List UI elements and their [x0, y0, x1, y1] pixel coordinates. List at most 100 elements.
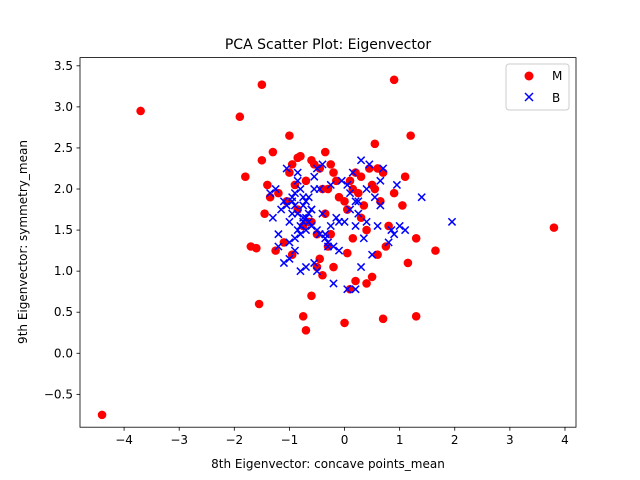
point-m-72	[287, 250, 297, 260]
point-m-84	[378, 168, 388, 177]
point-b-10	[356, 262, 366, 272]
point-m-21	[351, 276, 360, 286]
point-m-66	[389, 188, 399, 198]
point-m-80	[342, 205, 352, 214]
point-b-94	[390, 230, 399, 239]
y-tick-label-4: 1.5	[54, 223, 73, 237]
point-m-29	[287, 160, 297, 169]
point-b-62	[323, 238, 333, 247]
point-b-47	[340, 217, 349, 226]
point-m-63	[340, 197, 349, 206]
point-m-42	[354, 188, 363, 198]
point-b-51	[296, 221, 305, 231]
point-b-67	[299, 193, 308, 202]
point-m-10	[307, 291, 316, 301]
point-b-7	[401, 225, 410, 235]
point-b-49	[359, 234, 368, 243]
point-m-87	[370, 184, 380, 194]
x-tick-label-8: 4	[561, 433, 569, 447]
point-b-39	[293, 168, 302, 177]
point-m-9	[298, 312, 308, 321]
point-m-82	[400, 172, 410, 181]
point-b-77	[351, 197, 360, 206]
point-m-46	[279, 238, 289, 247]
point-b-71	[279, 197, 289, 206]
point-m-73	[373, 250, 382, 260]
point-m-15	[318, 270, 327, 280]
point-m-7	[411, 312, 421, 321]
point-m-60	[301, 176, 311, 186]
point-m-20	[411, 233, 421, 243]
legend: M B	[505, 63, 570, 111]
point-m-44	[315, 254, 325, 264]
point-b-17	[274, 230, 283, 239]
point-b-30	[370, 193, 379, 202]
point-m-57	[290, 180, 300, 190]
point-b-86	[299, 213, 308, 222]
point-b-66	[296, 184, 305, 194]
point-b-53	[301, 213, 311, 222]
point-b-79	[321, 230, 330, 239]
point-b-1	[417, 193, 426, 202]
point-b-65	[293, 176, 302, 185]
point-b-36	[326, 180, 335, 190]
point-b-35	[337, 176, 346, 185]
point-b-18	[268, 213, 278, 222]
point-b-85	[304, 217, 313, 226]
point-b-23	[301, 262, 311, 272]
legend-marker-m	[524, 71, 534, 81]
point-m-81	[320, 209, 330, 218]
point-b-20	[274, 242, 283, 251]
point-b-89	[288, 193, 297, 202]
point-m-69	[362, 225, 371, 235]
point-b-92	[362, 217, 371, 226]
y-axis-ticks: −0.5 0.0 0.5 1.0 1.5 2.0 2.5 3.0 3.5	[44, 59, 80, 401]
point-m-40	[293, 153, 302, 163]
point-b-56	[290, 201, 300, 210]
point-b-76	[345, 188, 355, 198]
point-b-90	[310, 184, 319, 194]
legend-label-b: B	[552, 91, 560, 105]
x-tick-label-3: −1	[281, 433, 299, 447]
point-b-32	[365, 160, 374, 169]
point-m-38	[246, 242, 256, 251]
x-axis-title: 8th Eigenvector: concave points_mean	[211, 457, 445, 471]
point-b-13	[329, 279, 338, 288]
point-b-64	[334, 246, 344, 255]
point-m-59	[274, 188, 283, 198]
point-b-3	[395, 221, 404, 231]
plot-frame	[79, 57, 577, 428]
y-tick-label-1: 0.0	[54, 346, 73, 360]
point-m-74	[329, 262, 338, 272]
point-b-59	[312, 225, 322, 235]
point-b-6	[387, 225, 396, 235]
point-b-58	[285, 217, 294, 226]
y-tick-label-5: 2.0	[54, 182, 73, 196]
y-tick-label-6: 2.5	[54, 141, 73, 155]
point-m-45	[342, 248, 352, 258]
point-m-28	[285, 131, 294, 140]
x-tick-label-4: 0	[341, 433, 349, 447]
point-b-63	[329, 242, 338, 251]
point-b-46	[332, 213, 341, 222]
point-m-32	[268, 147, 278, 157]
legend-box	[505, 63, 570, 111]
y-axis-title: 9th Eigenvector: symmetry_mean	[16, 140, 30, 344]
legend-label-m: M	[552, 69, 562, 83]
point-m-85	[257, 155, 267, 165]
point-m-16	[362, 279, 371, 288]
point-m-11	[340, 318, 349, 328]
x-axis-ticks: −4 −3 −2 −1 0 1 2 3 4	[115, 427, 569, 447]
point-m-78	[384, 221, 393, 231]
point-m-3	[257, 80, 267, 90]
point-b-0	[447, 217, 457, 226]
point-m-52	[326, 229, 336, 239]
chart-title: PCA Scatter Plot: Eigenvector	[225, 37, 432, 53]
x-tick-label-5: 1	[396, 433, 404, 447]
point-m-6	[378, 314, 388, 324]
point-b-22	[290, 246, 300, 255]
point-m-49	[398, 201, 407, 210]
point-m-48	[359, 201, 369, 210]
x-tick-label-0: −4	[115, 433, 133, 447]
